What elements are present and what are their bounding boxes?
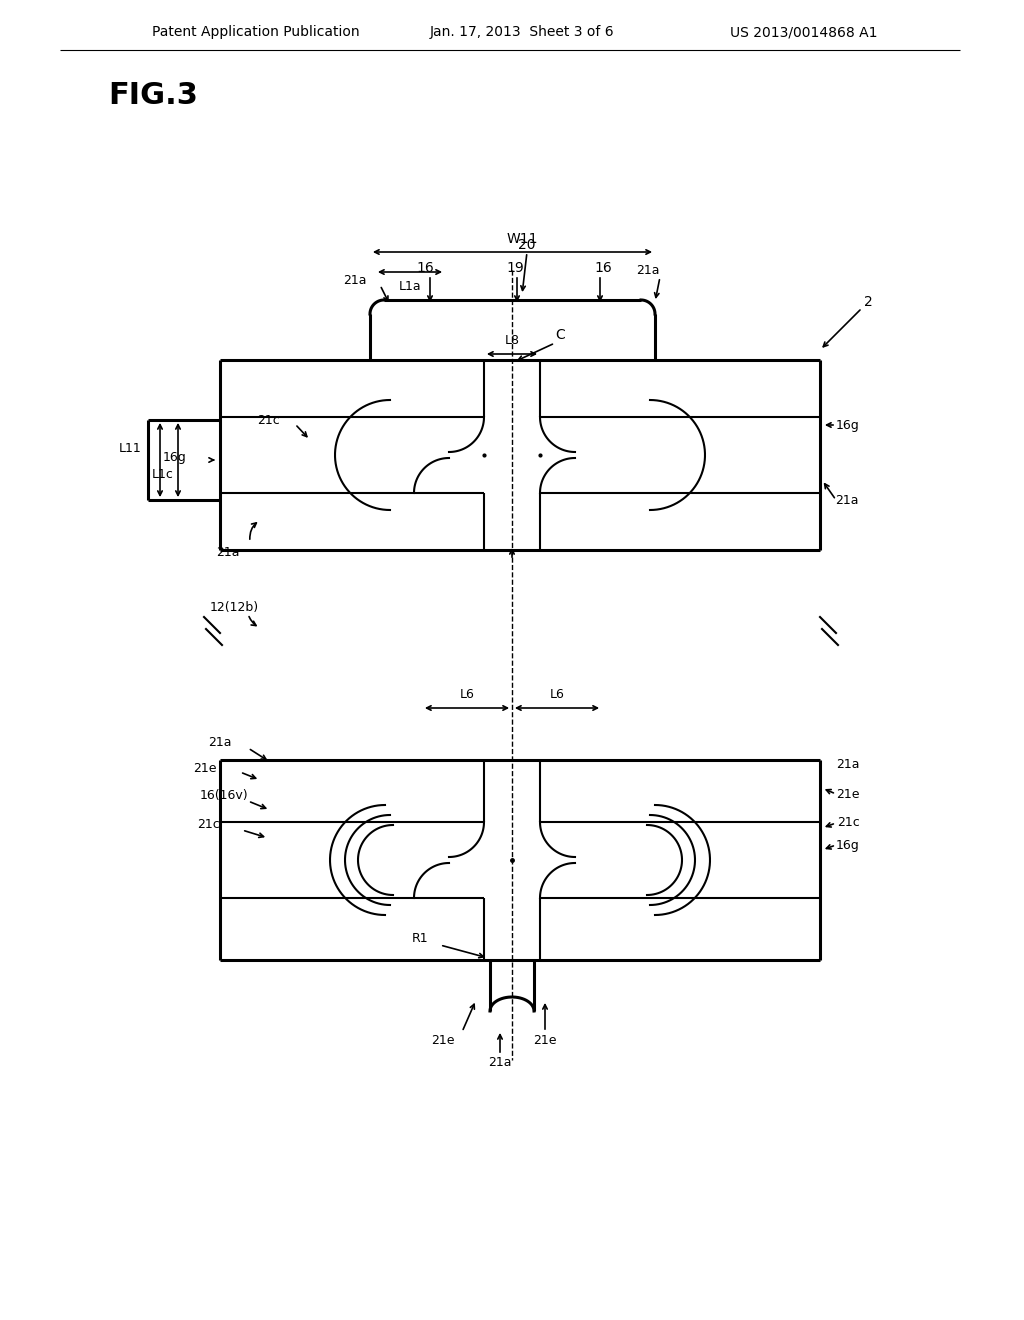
Text: 21e: 21e (837, 788, 860, 800)
Text: 2: 2 (863, 294, 872, 309)
Text: 16: 16 (594, 261, 612, 275)
Text: Patent Application Publication: Patent Application Publication (152, 25, 359, 40)
Text: 21a: 21a (636, 264, 659, 276)
Text: 21a: 21a (836, 494, 859, 507)
Text: US 2013/0014868 A1: US 2013/0014868 A1 (730, 25, 878, 40)
Text: 16(16v): 16(16v) (200, 789, 249, 803)
Text: 19: 19 (506, 261, 524, 275)
Text: Jan. 17, 2013  Sheet 3 of 6: Jan. 17, 2013 Sheet 3 of 6 (430, 25, 614, 40)
Text: R1: R1 (412, 932, 428, 945)
Text: L1c: L1c (153, 469, 174, 482)
Text: FIG.3: FIG.3 (108, 81, 198, 110)
Text: 16g: 16g (837, 838, 860, 851)
Text: 12(12b): 12(12b) (210, 602, 259, 615)
Text: 21c: 21c (837, 816, 859, 829)
Text: 16: 16 (416, 261, 434, 275)
Text: 21a: 21a (837, 759, 860, 771)
Text: 21a: 21a (488, 1056, 512, 1068)
Text: 21a: 21a (208, 735, 231, 748)
Text: 21e: 21e (534, 1034, 557, 1047)
Text: 16g: 16g (837, 418, 860, 432)
Text: L6: L6 (460, 688, 474, 701)
Text: 20: 20 (518, 238, 536, 252)
Text: 21a: 21a (216, 545, 240, 558)
Text: C: C (555, 327, 565, 342)
Text: L8: L8 (505, 334, 519, 346)
Text: 21e: 21e (431, 1034, 455, 1047)
Text: L11: L11 (119, 441, 142, 454)
Text: L6: L6 (550, 688, 564, 701)
Text: 16g: 16g (163, 451, 186, 465)
Text: 21e: 21e (194, 762, 217, 775)
Text: 21c: 21c (257, 413, 280, 426)
Text: L1a: L1a (398, 280, 421, 293)
Text: 21c: 21c (197, 818, 219, 832)
Text: 21a: 21a (343, 273, 367, 286)
Text: W11: W11 (507, 232, 539, 246)
